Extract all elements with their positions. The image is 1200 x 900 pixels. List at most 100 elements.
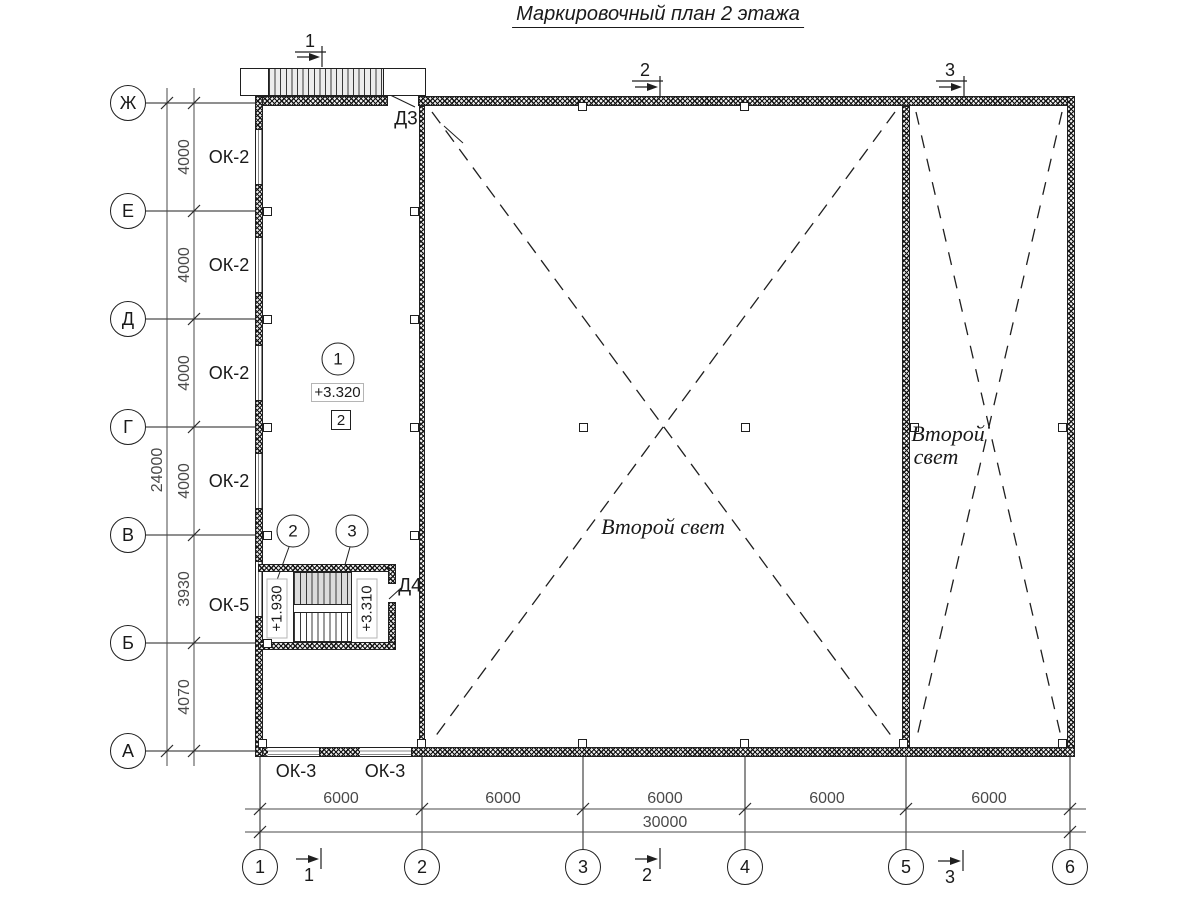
axis-row-v: В: [110, 517, 146, 553]
exterior-wall-left-pier: [255, 292, 263, 346]
dim-col-span: 6000: [485, 790, 521, 807]
dim-col-span: 6000: [323, 790, 359, 807]
exterior-wall-left-pier: [255, 96, 263, 130]
window-ok2-3: [255, 346, 263, 400]
column-marker: [263, 639, 272, 648]
axis-label: Б: [122, 632, 134, 653]
column-marker: [417, 739, 426, 748]
axis-label: 2: [416, 856, 427, 877]
stair-node-circle-3: 3: [335, 514, 369, 548]
axis-label: Г: [123, 416, 133, 437]
dim-row-span: 4000: [176, 139, 193, 175]
section-mark-2-bottom: 2: [641, 865, 653, 885]
column-marker: [578, 102, 587, 111]
axis-col-2: 2: [404, 849, 440, 885]
level-value: +3.310: [358, 585, 376, 632]
window-ok3-1: [268, 747, 320, 757]
column-marker: [579, 423, 588, 432]
dim-col-span: 6000: [971, 790, 1007, 807]
drawing-title: Маркировочный план 2 этажа: [512, 4, 804, 28]
node-circle-1: 1: [321, 342, 355, 376]
node-label: 2: [336, 411, 346, 429]
second-light-label-right-line1: Второй: [911, 421, 985, 446]
section-mark-1-top: 1: [304, 31, 316, 51]
void-cross-right-hall: [915, 111, 1063, 742]
axis-row-g: Г: [110, 409, 146, 445]
window-mark-ok2: ОК-2: [208, 147, 250, 167]
window-mark-ok5: ОК-5: [208, 595, 250, 615]
axis-row-b: Б: [110, 625, 146, 661]
section-mark-2-top: 2: [639, 60, 651, 80]
window-mark-ok3: ОК-3: [275, 761, 317, 781]
axis-label: 4: [739, 856, 750, 877]
axis-label: 5: [900, 856, 911, 877]
dim-row-span: 4000: [176, 463, 193, 499]
level-value: +3.320: [314, 384, 361, 401]
dim-col-span: 6000: [809, 790, 845, 807]
exterior-wall-top-left: [255, 96, 388, 106]
axis-label: А: [121, 740, 134, 761]
stair-flight-upper: [293, 572, 352, 605]
dim-row-span: 4000: [176, 247, 193, 283]
column-marker: [410, 423, 419, 432]
exterior-wall-left-pier: [255, 184, 263, 238]
column-marker: [1058, 739, 1067, 748]
exterior-wall-right: [1067, 96, 1075, 757]
section-mark-3-top: 3: [944, 60, 956, 80]
interior-wall-axis2: [419, 106, 425, 747]
axis-label: Д: [121, 308, 135, 329]
stair-flight-lower: [293, 612, 352, 642]
dim-col-total: 30000: [642, 814, 688, 831]
node-label: 3: [347, 521, 357, 540]
section-mark-3-bottom: 3: [944, 867, 956, 887]
axis-col-6: 6: [1052, 849, 1088, 885]
axis-label: В: [121, 524, 134, 545]
stairwell-wall-top: [258, 564, 396, 572]
window-ok3-2: [360, 747, 412, 757]
level-mark-stair-top: +3.310: [356, 578, 378, 639]
column-marker: [740, 102, 749, 111]
door-mark-d4: Д4: [398, 575, 422, 597]
column-marker: [410, 207, 419, 216]
dim-row-span: 4070: [176, 679, 193, 715]
level-value: +1.930: [268, 585, 286, 632]
window-mark-ok2: ОК-2: [208, 363, 250, 383]
window-ok2-4: [255, 454, 263, 508]
door-mark-d3: Д3: [394, 108, 418, 130]
section-mark-1-bottom: 1: [303, 865, 315, 885]
window-ok2-1: [255, 130, 263, 184]
axis-col-4: 4: [727, 849, 763, 885]
axis-row-e: Е: [110, 193, 146, 229]
axis-label: 6: [1064, 856, 1075, 877]
axis-row-a: А: [110, 733, 146, 769]
second-light-label-right-line2: свет: [913, 444, 959, 469]
dim-row-total: 24000: [149, 447, 166, 493]
axis-label: Ж: [119, 92, 137, 113]
column-marker: [410, 531, 419, 540]
dimension-ticks: [160, 96, 1077, 839]
column-marker: [740, 739, 749, 748]
exterior-wall-left-pier: [255, 508, 263, 562]
column-marker: [263, 315, 272, 324]
void-cross-main-hall: [431, 111, 896, 742]
interior-wall-axis5: [902, 106, 910, 747]
stairwell-wall-jamb-upper: [388, 564, 396, 584]
window-mark-ok2: ОК-2: [208, 471, 250, 491]
column-marker: [410, 315, 419, 324]
window-mark-ok2: ОК-2: [208, 255, 250, 275]
column-marker: [263, 207, 272, 216]
column-marker: [899, 739, 908, 748]
column-marker: [910, 423, 919, 432]
section-mark-arrows: [295, 46, 967, 871]
exterior-wall-left-pier: [255, 616, 263, 757]
axis-label: 1: [254, 856, 265, 877]
axis-col-5: 5: [888, 849, 924, 885]
stairwell-wall-bottom: [258, 642, 396, 650]
axis-label: Е: [121, 200, 134, 221]
column-marker: [741, 423, 750, 432]
external-stair-treads: [268, 69, 384, 95]
window-ok5: [255, 562, 263, 616]
stair-node-circle-2: 2: [276, 514, 310, 548]
node-box-2: 2: [331, 410, 351, 430]
